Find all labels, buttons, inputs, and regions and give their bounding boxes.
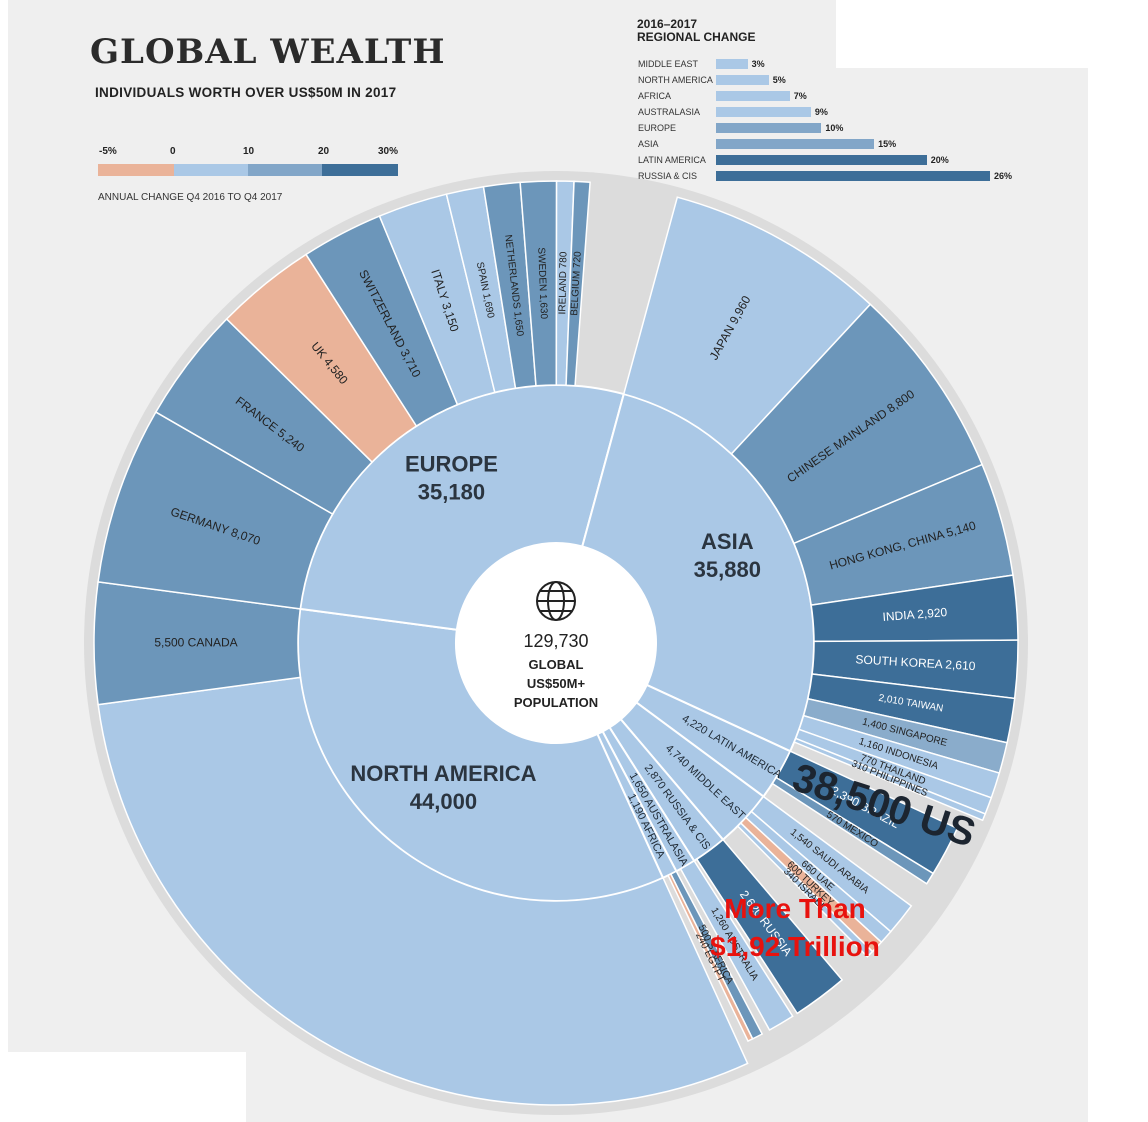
country-label: BELGIUM 720 xyxy=(569,251,584,316)
globe-icon xyxy=(536,581,576,621)
center-value: 129,730 xyxy=(523,631,588,651)
scale-tick-0: 0 xyxy=(170,146,176,157)
scale-swatch-high xyxy=(322,164,398,176)
regional-change-label: AUSTRALASIA xyxy=(638,107,701,117)
regional-change-bar xyxy=(716,139,875,149)
background-notch xyxy=(836,0,1148,68)
scale-tick-20: 20 xyxy=(318,146,330,157)
regional-change-bar xyxy=(716,171,990,181)
regional-change-label: AFRICA xyxy=(638,91,672,101)
country-wedge-israel xyxy=(736,822,874,958)
region-value: 35,180 xyxy=(418,480,485,505)
center-line3: POPULATION xyxy=(514,695,598,710)
regional-change-value: 20% xyxy=(930,155,949,165)
country-wedge-australia xyxy=(679,859,794,1032)
region-value: 35,880 xyxy=(694,557,761,582)
regional-change-value: 26% xyxy=(994,171,1013,181)
country-wedge-mexico xyxy=(771,776,935,885)
scale-tick-10: 10 xyxy=(243,146,255,157)
scale-swatch-negative xyxy=(98,164,174,176)
chart-subtitle: INDIVIDUALS WORTH OVER US$50M IN 2017 xyxy=(95,85,397,100)
regional-change-title-line1: 2016–2017 xyxy=(637,17,698,31)
annotation-line2: $1,92 Trillion xyxy=(710,931,880,962)
regional-change-value: 7% xyxy=(793,91,807,101)
country-wedge-belgium xyxy=(565,180,591,387)
region-name: ASIA xyxy=(701,529,754,554)
scale-swatch-low xyxy=(174,164,248,176)
scale-tick-neg5: -5% xyxy=(99,146,117,157)
chart-title: GLOBAL WEALTH xyxy=(90,32,446,72)
scale-swatch-mid xyxy=(248,164,322,176)
regional-change-label: LATIN AMERICA xyxy=(638,155,706,165)
country-label: SWEDEN 1,630 xyxy=(535,247,549,320)
annotation-line1: More Than xyxy=(724,893,866,924)
regional-change-label: EUROPE xyxy=(638,123,677,133)
regional-change-label: MIDDLE EAST xyxy=(638,59,699,69)
regional-change-value: 9% xyxy=(814,107,828,117)
regional-change-label: ASIA xyxy=(638,139,659,149)
regional-change-value: 10% xyxy=(825,123,844,133)
country-label: 5,500 CANADA xyxy=(154,635,237,649)
regional-change-label: RUSSIA & CIS xyxy=(638,171,698,181)
regional-change-bar xyxy=(716,91,790,101)
region-name: EUROPE xyxy=(405,452,498,477)
country-wedge-philippines xyxy=(793,737,987,822)
region-value: 44,000 xyxy=(410,789,477,814)
regional-change-bar xyxy=(716,107,811,117)
region-name: NORTH AMERICA xyxy=(350,761,536,786)
regional-change-value: 15% xyxy=(878,139,897,149)
scale-note: ANNUAL CHANGE Q4 2016 TO Q4 2017 xyxy=(98,192,283,203)
center-line1: GLOBAL xyxy=(529,657,584,672)
country-label: INDIA 2,920 xyxy=(882,605,948,624)
regional-change-title-line2: REGIONAL CHANGE xyxy=(637,30,756,44)
country-wedge-us xyxy=(97,676,749,1106)
regional-change-value: 3% xyxy=(751,59,765,69)
country-label: IRELAND 780 xyxy=(557,251,569,314)
trillion-annotation: More Than $1,92 Trillion xyxy=(705,890,885,966)
regional-change-value: 5% xyxy=(772,75,786,85)
regional-change-bar xyxy=(716,123,822,133)
regional-change-label: NORTH AMERICA xyxy=(638,75,713,85)
regional-change-bar xyxy=(716,75,769,85)
country-wedge-russia xyxy=(695,838,844,1015)
scale-tick-30: 30% xyxy=(378,146,399,157)
country-wedge-egypt xyxy=(667,873,754,1043)
country-label: SOUTH KOREA 2,610 xyxy=(855,652,976,673)
regional-change-bar xyxy=(716,155,927,165)
background-notch-bottom xyxy=(0,1052,246,1122)
regional-change-bar xyxy=(716,59,748,69)
center-disc xyxy=(456,543,656,743)
regional-change-title: 2016–2017 REGIONAL CHANGE xyxy=(637,18,755,44)
center-line2: US$50M+ xyxy=(527,676,586,691)
